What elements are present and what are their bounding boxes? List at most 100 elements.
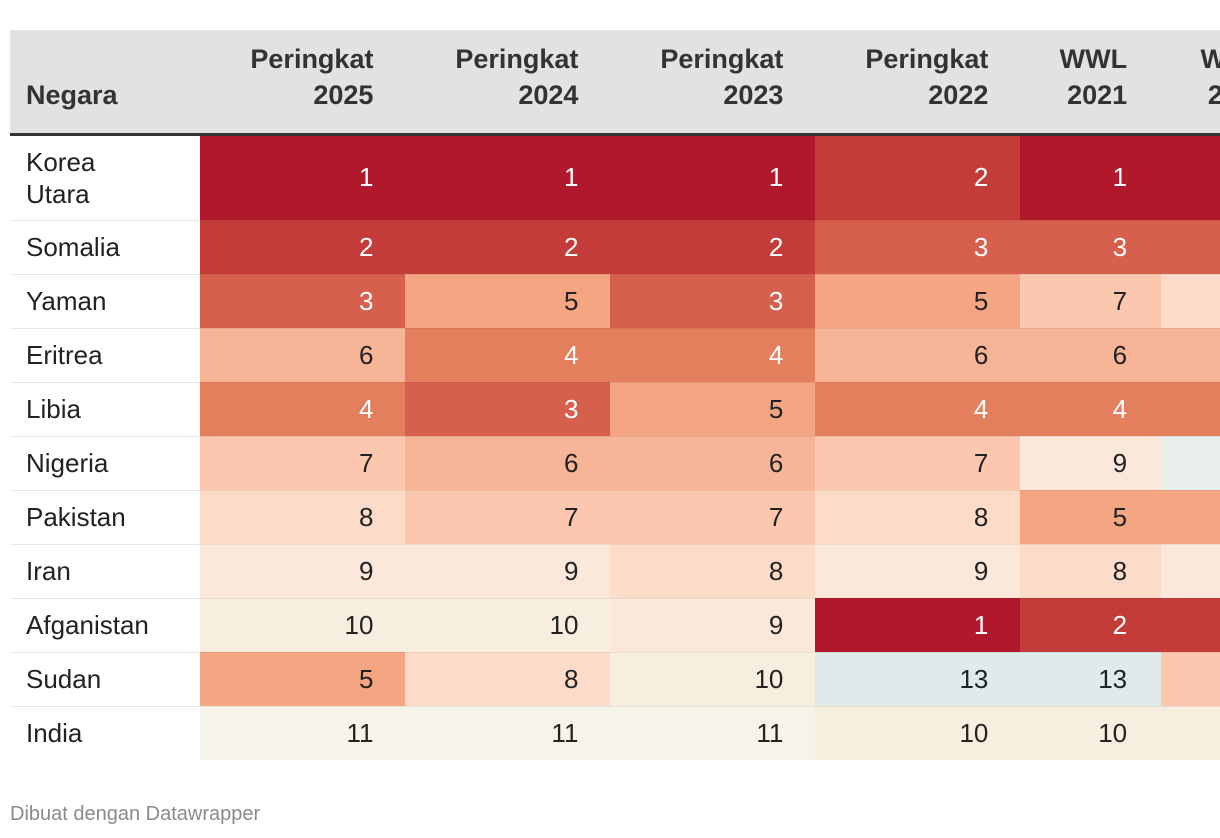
- rank-cell-peringkat-2025: 3: [200, 273, 406, 328]
- rank-cell-peringkat-2022: 4: [815, 381, 1021, 436]
- country-cell: Afganistan: [10, 597, 201, 652]
- rank-cell-peringkat-2022: 8: [815, 489, 1021, 544]
- rank-cell-peringkat-2023: 10: [610, 651, 816, 706]
- rank-cell-wwl-2021: 9: [1020, 435, 1162, 490]
- country-cell: Pakistan: [10, 489, 201, 544]
- table-row: Eritrea644666: [10, 327, 1220, 382]
- rank-cell-peringkat-2025: 9: [200, 543, 406, 598]
- rank-cell-peringkat-2023: 9: [610, 597, 816, 652]
- table-row: Libia435444: [10, 381, 1220, 436]
- table-header-row: Negara Peringkat 2025 Peringkat 2024 Per…: [10, 30, 1220, 136]
- country-cell: Nigeria: [10, 435, 201, 490]
- rank-cell-wwl-2020: 8: [1161, 273, 1220, 328]
- table-row: Yaman353578: [10, 273, 1220, 328]
- column-header-peringkat-2024[interactable]: Peringkat 2024: [405, 30, 611, 136]
- country-cell: Somalia: [10, 219, 201, 274]
- rank-cell-wwl-2020: 6: [1161, 327, 1220, 382]
- rank-cell-wwl-2021: 4: [1020, 381, 1162, 436]
- table-row: Pakistan877855: [10, 489, 1220, 544]
- rank-cell-peringkat-2024: 4: [405, 327, 611, 382]
- country-cell: Korea Utara: [10, 133, 201, 220]
- country-cell: Libia: [10, 381, 201, 436]
- rank-cell-peringkat-2022: 7: [815, 435, 1021, 490]
- rank-cell-peringkat-2023: 8: [610, 543, 816, 598]
- table-row: Afganistan10109122: [10, 597, 1220, 652]
- rank-cell-peringkat-2025: 6: [200, 327, 406, 382]
- country-cell: Yaman: [10, 273, 201, 328]
- rank-cell-wwl-2021: 1: [1020, 133, 1162, 220]
- rank-cell-peringkat-2022: 3: [815, 219, 1021, 274]
- rank-cell-peringkat-2025: 10: [200, 597, 406, 652]
- rank-cell-peringkat-2022: 10: [815, 705, 1021, 760]
- rank-cell-peringkat-2022: 2: [815, 133, 1021, 220]
- rank-cell-peringkat-2023: 1: [610, 133, 816, 220]
- rank-cell-wwl-2020: 9: [1161, 543, 1220, 598]
- column-header-wwl-2021[interactable]: WWL 2021: [1020, 30, 1162, 136]
- rank-cell-peringkat-2024: 2: [405, 219, 611, 274]
- column-header-peringkat-2025[interactable]: Peringkat 2025: [200, 30, 406, 136]
- rank-cell-peringkat-2025: 1: [200, 133, 406, 220]
- rank-cell-wwl-2020: 2: [1161, 597, 1220, 652]
- column-header-peringkat-2022[interactable]: Peringkat 2022: [815, 30, 1021, 136]
- rank-cell-peringkat-2022: 9: [815, 543, 1021, 598]
- country-cell: India: [10, 705, 201, 760]
- rank-cell-peringkat-2024: 6: [405, 435, 611, 490]
- rank-cell-wwl-2020: 1: [1161, 133, 1220, 220]
- rank-cell-wwl-2021: 10: [1020, 705, 1162, 760]
- rank-cell-wwl-2020: 10: [1161, 705, 1220, 760]
- rank-cell-wwl-2021: 7: [1020, 273, 1162, 328]
- rank-cell-peringkat-2025: 2: [200, 219, 406, 274]
- rank-cell-peringkat-2023: 5: [610, 381, 816, 436]
- table-body: Korea Utara111211Somalia222333Yaman35357…: [10, 133, 1220, 760]
- rank-cell-peringkat-2025: 11: [200, 705, 406, 760]
- rank-cell-peringkat-2022: 5: [815, 273, 1021, 328]
- rank-cell-peringkat-2022: 1: [815, 597, 1021, 652]
- rank-cell-peringkat-2024: 11: [405, 705, 611, 760]
- country-cell: Eritrea: [10, 327, 201, 382]
- rank-cell-peringkat-2025: 5: [200, 651, 406, 706]
- rank-cell-peringkat-2024: 1: [405, 133, 611, 220]
- rank-cell-peringkat-2023: 11: [610, 705, 816, 760]
- table-row: Nigeria7667912: [10, 435, 1220, 490]
- rank-cell-wwl-2020: 3: [1161, 219, 1220, 274]
- rank-cell-peringkat-2023: 4: [610, 327, 816, 382]
- column-header-peringkat-2023[interactable]: Peringkat 2023: [610, 30, 816, 136]
- rank-cell-wwl-2020: 5: [1161, 489, 1220, 544]
- rank-cell-wwl-2021: 2: [1020, 597, 1162, 652]
- table-row: Iran998989: [10, 543, 1220, 598]
- table-row: India111111101010: [10, 705, 1220, 760]
- rank-cell-peringkat-2023: 3: [610, 273, 816, 328]
- rank-cell-peringkat-2024: 7: [405, 489, 611, 544]
- footer-credit: Dibuat dengan Datawrapper: [10, 803, 261, 825]
- table-row: Sudan581013137: [10, 651, 1220, 706]
- rank-cell-peringkat-2024: 8: [405, 651, 611, 706]
- table-row: Somalia222333: [10, 219, 1220, 274]
- table-row: Korea Utara111211: [10, 133, 1220, 220]
- rank-cell-peringkat-2024: 10: [405, 597, 611, 652]
- rank-cell-peringkat-2025: 8: [200, 489, 406, 544]
- rank-cell-wwl-2021: 13: [1020, 651, 1162, 706]
- rank-cell-wwl-2021: 8: [1020, 543, 1162, 598]
- rank-cell-peringkat-2025: 4: [200, 381, 406, 436]
- rank-cell-wwl-2021: 3: [1020, 219, 1162, 274]
- rank-cell-wwl-2021: 5: [1020, 489, 1162, 544]
- rank-cell-peringkat-2024: 9: [405, 543, 611, 598]
- rank-cell-wwl-2021: 6: [1020, 327, 1162, 382]
- ranking-table: Negara Peringkat 2025 Peringkat 2024 Per…: [10, 30, 1220, 760]
- rank-cell-peringkat-2022: 6: [815, 327, 1021, 382]
- rank-cell-peringkat-2023: 2: [610, 219, 816, 274]
- column-header-negara[interactable]: Negara: [10, 30, 201, 136]
- rank-cell-peringkat-2022: 13: [815, 651, 1021, 706]
- column-header-wwl-2020[interactable]: WWL 2020: [1161, 30, 1220, 136]
- rank-cell-wwl-2020: 4: [1161, 381, 1220, 436]
- country-cell: Iran: [10, 543, 201, 598]
- rank-cell-peringkat-2023: 7: [610, 489, 816, 544]
- ranking-table-container: Negara Peringkat 2025 Peringkat 2024 Per…: [10, 30, 1220, 760]
- rank-cell-wwl-2020: 7: [1161, 651, 1220, 706]
- rank-cell-peringkat-2024: 3: [405, 381, 611, 436]
- country-cell: Sudan: [10, 651, 201, 706]
- rank-cell-peringkat-2024: 5: [405, 273, 611, 328]
- rank-cell-wwl-2020: 12: [1161, 435, 1220, 490]
- rank-cell-peringkat-2023: 6: [610, 435, 816, 490]
- rank-cell-peringkat-2025: 7: [200, 435, 406, 490]
